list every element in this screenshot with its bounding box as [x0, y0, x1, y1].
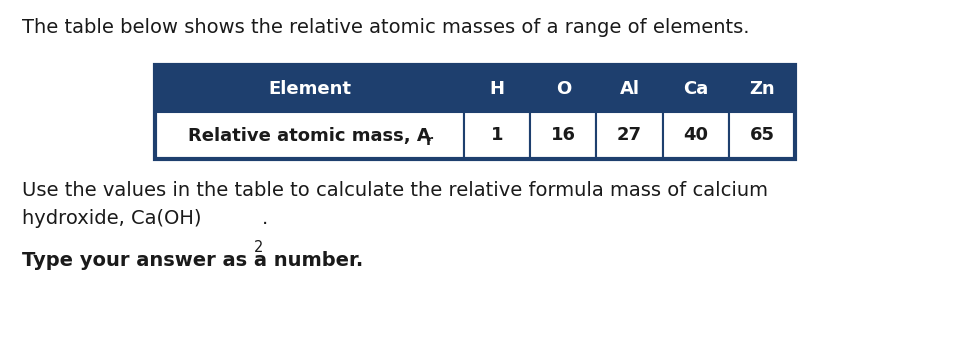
Bar	[463, 112, 530, 159]
Bar	[728, 65, 794, 112]
Bar	[661, 65, 728, 112]
Text: H: H	[489, 80, 504, 97]
Text: Al: Al	[618, 80, 639, 97]
Bar	[154, 65, 794, 159]
Text: 40: 40	[683, 127, 707, 144]
Bar	[728, 112, 794, 159]
Text: O: O	[555, 80, 571, 97]
Text: .: .	[261, 209, 268, 228]
Text: 2: 2	[253, 240, 263, 255]
Text: Use the values in the table to calculate the relative formula mass of calcium: Use the values in the table to calculate…	[21, 181, 767, 200]
Text: Relative atomic mass, A: Relative atomic mass, A	[188, 127, 431, 144]
Text: 27: 27	[616, 127, 641, 144]
Text: Element: Element	[268, 80, 351, 97]
Bar	[596, 65, 661, 112]
Text: 1: 1	[490, 127, 503, 144]
Bar	[596, 112, 661, 159]
Text: 65: 65	[748, 127, 774, 144]
Text: The table below shows the relative atomic masses of a range of elements.: The table below shows the relative atomi…	[21, 18, 748, 37]
Text: 16: 16	[550, 127, 575, 144]
Text: Type your answer as a number.: Type your answer as a number.	[21, 251, 362, 270]
Bar	[530, 65, 596, 112]
Bar	[661, 112, 728, 159]
Bar	[530, 112, 596, 159]
Text: r: r	[426, 134, 433, 148]
Text: hydroxide, Ca(OH): hydroxide, Ca(OH)	[21, 209, 201, 228]
Bar	[154, 112, 463, 159]
Bar	[154, 65, 463, 112]
Bar	[463, 65, 530, 112]
Text: Ca: Ca	[682, 80, 707, 97]
Text: Zn: Zn	[748, 80, 774, 97]
